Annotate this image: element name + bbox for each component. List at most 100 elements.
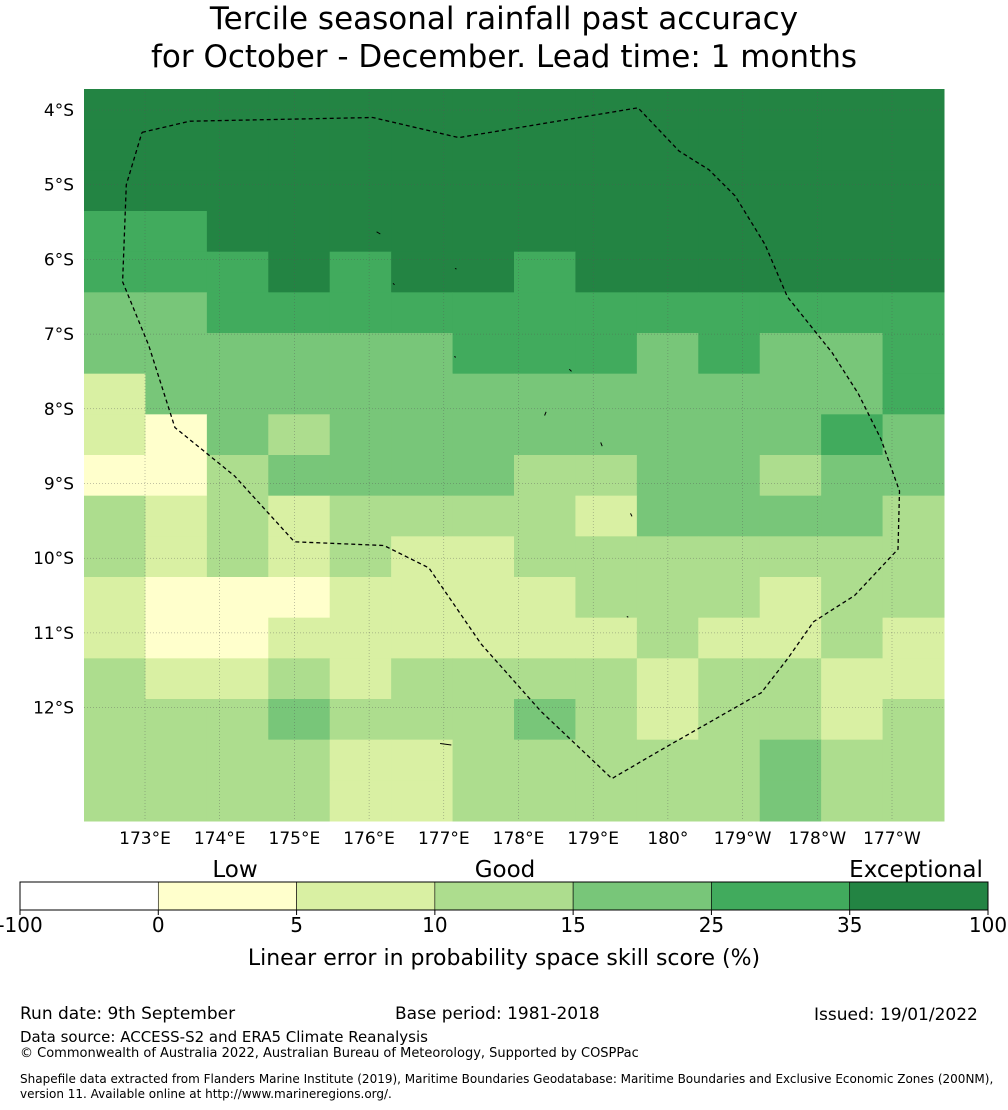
- grid-cell: [452, 89, 515, 131]
- grid-cell: [206, 211, 269, 253]
- grid-cell: [268, 251, 331, 293]
- grid-cell: [452, 414, 515, 456]
- grid-cell: [575, 333, 638, 375]
- lon-tick-label: 178°E: [493, 829, 545, 849]
- grid-cell: [821, 251, 884, 293]
- grid-cell: [84, 89, 146, 131]
- grid-cell: [391, 658, 454, 700]
- grid-cell: [698, 455, 761, 497]
- lat-tick-label: 10°S: [33, 549, 74, 569]
- lat-tick-label: 5°S: [44, 176, 74, 196]
- grid-cell: [84, 658, 146, 700]
- grid-cell: [821, 292, 884, 334]
- copyright: © Commonwealth of Australia 2022, Austra…: [20, 1046, 639, 1061]
- grid-cell: [759, 211, 822, 253]
- grid-cell: [84, 292, 146, 334]
- grid-cell: [145, 658, 208, 700]
- grid-cell: [206, 455, 269, 497]
- island-coastline: [600, 442, 603, 447]
- grid-cell: [206, 536, 269, 578]
- grid-cell: [821, 577, 884, 619]
- grid-cell: [452, 211, 515, 253]
- grid-cell: [821, 129, 884, 171]
- grid-cell: [84, 577, 146, 619]
- figure-canvas: 4°S 5°S 6°S 7°S 8°S 9°S 10°S 11°S 12°S 173°E 174°…: [0, 89, 1007, 971]
- grid-cell: [268, 455, 331, 497]
- island-coastline: [630, 513, 633, 517]
- grid-cell: [514, 292, 576, 334]
- grid-cell: [882, 739, 945, 781]
- grid-cell: [206, 414, 269, 456]
- category-label-good: Good: [475, 857, 536, 883]
- grid-cell: [452, 170, 515, 212]
- grid-cell: [391, 251, 454, 293]
- grid-cell: [268, 333, 331, 375]
- grid-cell: [882, 495, 945, 537]
- grid-cell: [145, 617, 208, 659]
- grid-cell: [329, 780, 392, 822]
- colorbar-segment: [849, 881, 989, 911]
- island-coastline: [626, 616, 629, 618]
- colorbar-segment: [434, 881, 574, 911]
- grid-cell: [206, 251, 269, 293]
- colorbar-tick-label: 25: [699, 913, 724, 937]
- grid-cell: [821, 536, 884, 578]
- grid-cell: [636, 658, 699, 700]
- grid-cell: [391, 211, 454, 253]
- colorbar-tick-label: 10: [422, 913, 447, 937]
- grid-cell: [206, 170, 269, 212]
- grid-cell: [329, 373, 392, 415]
- base-period: Base period: 1981-2018: [395, 1004, 600, 1024]
- grid-cell: [145, 495, 208, 537]
- lon-tick-label: 176°E: [343, 829, 395, 849]
- colorbar-tick-label: 100: [969, 913, 1007, 937]
- grid-cell: [452, 536, 515, 578]
- grid-cell: [575, 170, 638, 212]
- lon-tick-label: 180°: [647, 829, 688, 849]
- title-line-2: for October - December. Lead time: 1 mon…: [150, 39, 858, 75]
- grid-cell: [329, 617, 392, 659]
- grid-cell: [452, 617, 515, 659]
- grid-cell: [575, 658, 638, 700]
- grid-cell: [391, 780, 454, 822]
- island-coastline: [454, 356, 457, 358]
- grid-cell: [452, 251, 515, 293]
- grid-cell: [882, 577, 945, 619]
- grid-cell: [821, 780, 884, 822]
- grid-cell: [759, 373, 822, 415]
- grid-cell: [84, 251, 146, 293]
- grid-cell: [391, 414, 454, 456]
- colorbar-segment: [19, 881, 159, 911]
- grid-cell: [391, 699, 454, 741]
- grid-cell: [145, 333, 208, 375]
- grid-cell: [206, 333, 269, 375]
- grid-cell: [391, 129, 454, 171]
- island-coastline: [392, 282, 395, 286]
- category-label-low: Low: [212, 857, 257, 883]
- grid-cell: [821, 617, 884, 659]
- grid-cell: [514, 536, 576, 578]
- colorbar: -100 0 5 10 15 25 35 100 Low Good Exceptional L…: [0, 857, 1007, 971]
- colorbar-segment: [157, 881, 297, 911]
- grid-cell: [882, 414, 945, 456]
- grid-cell: [329, 495, 392, 537]
- grid-cell: [206, 658, 269, 700]
- category-label-exceptional: Exceptional: [849, 857, 983, 883]
- grid-cell: [821, 89, 884, 131]
- grid-cell: [759, 577, 822, 619]
- grid-cell: [145, 536, 208, 578]
- grid-cell: [268, 89, 331, 131]
- map-title: Tercile seasonal rainfall past accuracy …: [0, 0, 1008, 76]
- grid-cell: [206, 617, 269, 659]
- grid-cell: [575, 699, 638, 741]
- grid-cell: [882, 617, 945, 659]
- lon-tick-label: 173°E: [119, 829, 171, 849]
- grid-cell: [84, 333, 146, 375]
- grid-cell: [452, 292, 515, 334]
- grid-cell: [329, 333, 392, 375]
- grid-cell: [206, 780, 269, 822]
- grid-cell: [329, 699, 392, 741]
- grid-cell: [759, 170, 822, 212]
- grid-cell: [84, 617, 146, 659]
- lat-tick-label: 4°S: [44, 101, 74, 121]
